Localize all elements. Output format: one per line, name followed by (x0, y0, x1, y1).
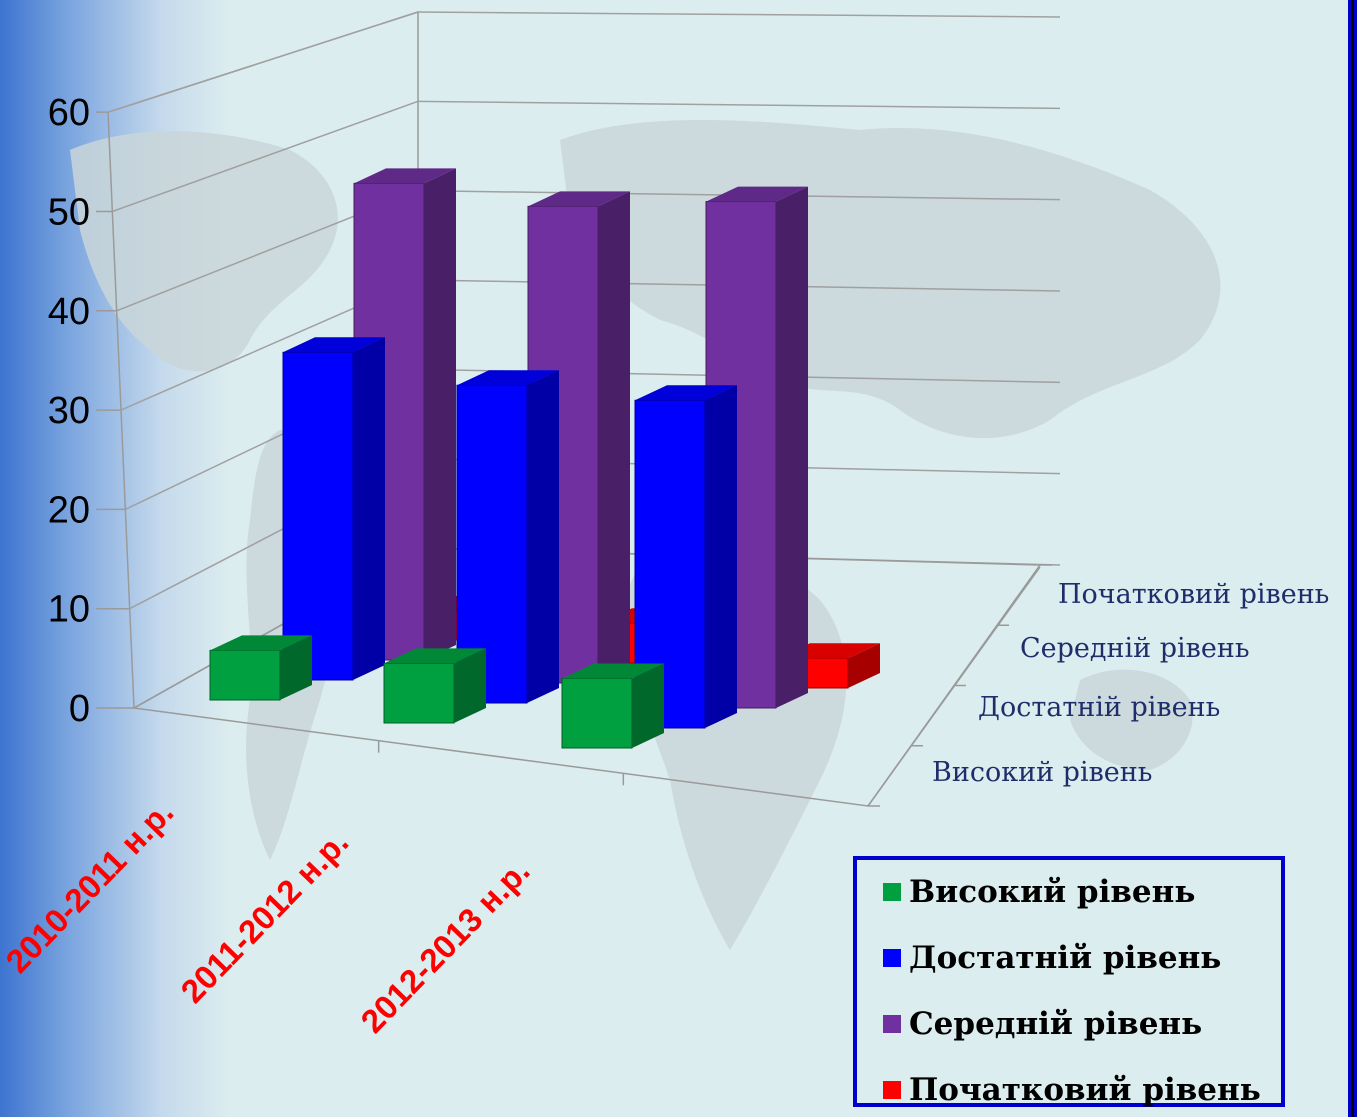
bar-top-2-0 (354, 168, 456, 184)
legend-entry-3: Початковий рівень (883, 1070, 1261, 1110)
bar-top-2-2 (706, 186, 808, 202)
legend-swatch-3 (883, 1081, 901, 1099)
bar-side-0-2 (632, 663, 664, 748)
bar-side-2-0 (424, 168, 456, 661)
bar-top-1-0 (283, 337, 385, 353)
legend-label-0: Високий рівень (909, 874, 1196, 910)
chart-bars (209, 168, 880, 749)
bar-face-0-2 (561, 677, 633, 749)
bar-0-2 (561, 663, 664, 749)
x-category-label-0: 2010-2011 н.р. (0, 793, 180, 980)
depth-series-label-0: Високий рівень (932, 757, 1152, 788)
bar-face-1-0 (282, 351, 354, 681)
bar-top-0-2 (562, 663, 664, 679)
depth-series-label-2: Середній рівень (1020, 633, 1250, 664)
bar-side-1-1 (527, 370, 559, 703)
legend-swatch-2 (883, 1015, 901, 1033)
legend-swatch-0 (883, 883, 901, 901)
bar-top-1-2 (635, 385, 737, 401)
legend-label-2: Середній рівень (909, 1006, 1203, 1042)
bar-1-2 (634, 385, 737, 729)
x-category-label-1: 2011-2012 н.р. (173, 823, 355, 1010)
bar-face-0-0 (209, 649, 281, 701)
bar-0-0 (209, 635, 312, 701)
bar-side-1-2 (705, 385, 737, 728)
y-tick-label-3: 30 (48, 390, 90, 432)
legend-label-3: Початковий рівень (909, 1072, 1261, 1108)
bar-side-3-2 (848, 643, 880, 688)
bar-side-2-1 (598, 191, 630, 684)
y-tick-label-5: 50 (48, 192, 90, 234)
y-tick-label-1: 10 (48, 589, 90, 631)
legend-swatch-1 (883, 949, 901, 967)
legend-entry-2: Середній рівень (883, 1004, 1202, 1044)
bar-top-1-1 (457, 370, 559, 386)
bar-side-2-2 (776, 186, 808, 708)
depth-axis (867, 566, 1041, 807)
x-category-label-2: 2012-2013 н.р. (353, 852, 536, 1040)
y-tick-label-4: 40 (48, 291, 90, 333)
depth-series-label-1: Достатній рівень (978, 692, 1220, 723)
legend-entry-0: Високий рівень (883, 872, 1195, 912)
bar-side-1-0 (353, 337, 385, 680)
bar-top-0-1 (384, 648, 486, 664)
bar-1-0 (282, 337, 385, 681)
gridline-left-6 (107, 11, 419, 113)
right-border (1348, 0, 1357, 1117)
bar-side-0-0 (280, 635, 312, 700)
gridline-back-5 (417, 100, 1061, 110)
bar-top-0-0 (210, 635, 312, 651)
bar-top-2-1 (528, 191, 630, 207)
bar-0-1 (383, 648, 486, 724)
y-tick-label-0: 0 (69, 688, 90, 730)
legend-entry-1: Достатній рівень (883, 938, 1221, 978)
y-tick-label-2: 20 (48, 489, 90, 531)
bar-side-0-1 (454, 648, 486, 723)
bar-face-0-1 (383, 662, 455, 724)
y-tick-label-6: 60 (48, 92, 90, 134)
depth-series-label-3: Початковий рівень (1058, 579, 1329, 610)
gridline-back-6 (417, 11, 1061, 18)
chart-legend: Високий рівень Достатній рівень Середній р… (853, 856, 1285, 1110)
gridline-left-5 (112, 100, 419, 213)
legend-label-1: Достатній рівень (909, 940, 1222, 976)
